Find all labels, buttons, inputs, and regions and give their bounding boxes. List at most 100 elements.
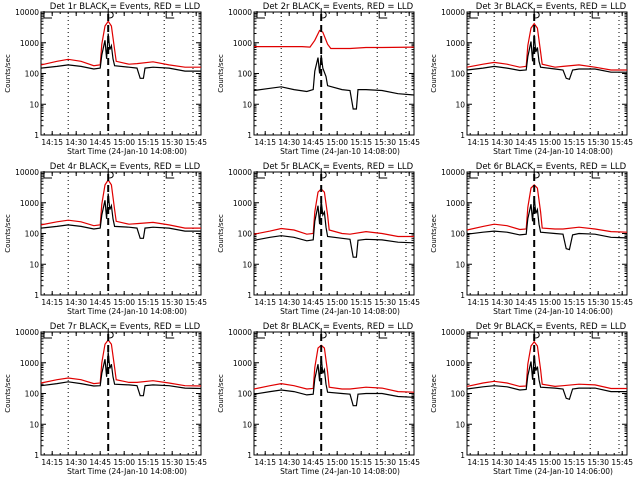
bracket-marker-start [256,331,265,339]
series-line-lld [40,339,202,387]
y-tick-label: 10 [242,420,252,429]
detector-plot-3: Det 3r BLACK = Events, RED = LLD 1 10 100 10… [430,2,633,156]
x-tick-label: 14:30 [491,298,513,307]
plot-title: Det 9r BLACK = Events, RED = LLD [476,322,627,332]
event-marker-glyph [107,168,114,179]
x-tick-label: 15:00 [113,298,135,307]
bracket-marker-end [591,171,601,179]
plot-title: Det 2r BLACK = Events, RED = LLD [263,2,414,12]
x-tick-label: 15:30 [374,138,396,147]
x-tick-label: 14:45 [515,458,537,467]
x-tick-label: 14:45 [515,298,537,307]
bracket-marker-start [469,331,478,339]
plot-title: Det 1r BLACK = Events, RED = LLD [50,2,201,12]
y-tick-label: 1000 [233,39,252,48]
x-tick-label: 14:45 [302,138,324,147]
x-tick-label: 15:45 [185,298,207,307]
y-tick-label: 1 [34,291,39,300]
x-axis-label: Start Time (24-Jan-10 14:06:00) [493,467,613,476]
y-tick-label: 10000 [15,168,39,177]
y-tick-label: 10000 [228,168,252,177]
y-tick-label: 1 [34,131,39,140]
plot-title: Det 8r BLACK = Events, RED = LLD [263,322,414,332]
x-tick-label: 15:45 [611,138,633,147]
x-tick-label: 14:30 [491,138,513,147]
x-tick-label: 15:15 [563,458,585,467]
y-tick-label: 1 [34,451,39,460]
x-tick-label: 15:15 [563,138,585,147]
x-tick-label: 15:00 [326,458,348,467]
detector-plot-5: Det 5r BLACK = Events, RED = LLD 1 10 100 10… [217,162,420,316]
y-tick-label: 10000 [441,168,465,177]
x-tick-label: 14:30 [278,138,300,147]
bracket-marker-start [43,171,52,179]
event-marker-glyph [533,8,540,19]
bracket-marker-start [43,11,52,19]
x-tick-label: 15:30 [587,458,609,467]
event-marker-glyph [107,8,114,19]
x-tick-label: 14:30 [65,458,87,467]
series-line-events [253,357,415,407]
x-tick-label: 15:45 [398,458,420,467]
y-tick-label: 10 [242,260,252,269]
x-tick-label: 15:00 [326,138,348,147]
y-tick-label: 1 [247,291,252,300]
y-tick-label: 10 [29,260,39,269]
y-tick-label: 100 [238,230,253,239]
x-tick-label: 14:45 [302,298,324,307]
event-marker-glyph [320,8,327,19]
y-axis-label: Counts/sec [430,374,438,413]
x-tick-label: 14:15 [467,138,489,147]
y-tick-label: 1 [247,131,252,140]
detector-plot-7: Det 7r BLACK = Events, RED = LLD 1 10 100 10… [4,322,207,476]
x-tick-label: 15:30 [161,458,183,467]
series-line-events [40,33,201,79]
y-tick-label: 10000 [441,8,465,17]
x-tick-label: 14:45 [89,298,111,307]
plot-title: Det 7r BLACK = Events, RED = LLD [50,322,201,332]
x-tick-label: 14:45 [89,138,111,147]
y-tick-label: 10 [242,100,252,109]
plot-title: Det 6r BLACK = Events, RED = LLD [476,162,627,172]
event-marker-glyph [533,168,540,179]
x-tick-label: 15:30 [587,298,609,307]
x-tick-label: 15:30 [374,458,396,467]
x-axis-label: Start Time (24-Jan-10 14:08:00) [280,147,400,156]
y-tick-label: 1000 [20,199,39,208]
x-tick-label: 14:15 [254,138,276,147]
plot-frame [253,171,415,296]
x-tick-label: 15:45 [398,298,420,307]
series-line-events [40,193,201,239]
x-tick-label: 15:45 [398,138,420,147]
x-tick-label: 15:00 [326,298,348,307]
y-axis-label: Counts/sec [4,214,12,253]
series-line-lld [253,344,415,393]
x-tick-label: 15:00 [113,138,135,147]
x-tick-label: 14:30 [65,138,87,147]
y-tick-label: 100 [25,70,40,79]
x-tick-label: 15:00 [539,138,561,147]
bracket-marker-start [256,11,265,19]
x-tick-label: 14:45 [89,458,111,467]
y-tick-label: 1 [247,451,252,460]
x-tick-label: 14:45 [302,458,324,467]
event-marker-glyph [107,328,114,339]
series-line-lld [254,29,415,50]
plot-frame [466,331,628,456]
x-axis-label: Start Time (24-Jan-10 14:08:00) [280,307,400,316]
plot-title: Det 3r BLACK = Events, RED = LLD [476,2,627,12]
plot-frame [466,171,628,296]
plot-frame [40,171,202,296]
x-tick-label: 14:30 [278,298,300,307]
y-tick-label: 10000 [228,8,252,17]
x-tick-label: 14:30 [65,298,87,307]
x-tick-label: 14:30 [278,458,300,467]
x-tick-label: 14:15 [41,298,63,307]
x-tick-label: 15:30 [374,298,396,307]
detector-plot-4: Det 4r BLACK = Events, RED = LLD 1 10 100 10… [4,162,207,316]
x-tick-label: 14:15 [467,458,489,467]
y-tick-label: 10 [455,260,465,269]
y-tick-label: 1000 [233,199,252,208]
plot-frame [466,11,628,136]
y-axis-label: Counts/sec [217,54,225,93]
